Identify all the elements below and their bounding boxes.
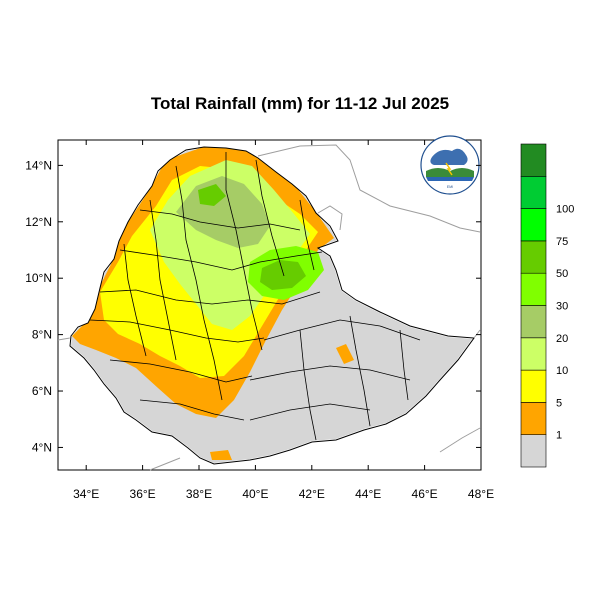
x-tick-label: 48°E xyxy=(468,487,494,501)
rain-zone-green-north xyxy=(198,184,226,206)
colorbar-bin xyxy=(520,369,547,403)
rain-zone-orange-south xyxy=(210,450,232,460)
ethiopian-meteorology-logo: EMI xyxy=(420,135,480,195)
colorbar-bin xyxy=(520,434,547,468)
x-tick-label: 40°E xyxy=(242,487,268,501)
colorbar-bin xyxy=(520,402,547,435)
rain-zone-green xyxy=(260,260,306,290)
x-tick-label: 34°E xyxy=(73,487,99,501)
map-title: Total Rainfall (mm) for 11-12 Jul 2025 xyxy=(150,94,450,113)
y-tick-label: 6°N xyxy=(32,384,52,398)
neighbor-borders xyxy=(57,144,481,471)
x-tick-label: 38°E xyxy=(186,487,212,501)
colorbar-bin xyxy=(520,208,547,242)
colorbar-label: 20 xyxy=(556,333,568,345)
colorbar-bin xyxy=(520,176,547,209)
x-axis: 34°E 36°E 38°E 40°E 42°E 44°E 46°E 48°E xyxy=(73,140,494,501)
colorbar-bin xyxy=(520,305,547,339)
colorbar-label: 100 xyxy=(556,204,574,216)
y-tick-label: 10°N xyxy=(25,271,52,285)
y-tick-label: 14°N xyxy=(25,158,52,172)
colorbar-label: 1 xyxy=(556,430,562,442)
colorbar: 1 5 10 20 30 50 75 100 xyxy=(520,143,574,468)
rainfall-field xyxy=(72,147,354,460)
y-tick-label: 4°N xyxy=(32,440,52,454)
colorbar-bin xyxy=(520,337,547,371)
x-tick-label: 44°E xyxy=(355,487,381,501)
colorbar-bin xyxy=(520,240,547,274)
colorbar-label: 10 xyxy=(556,365,568,377)
ethiopia-outline xyxy=(69,146,475,465)
colorbar-bin xyxy=(520,143,547,177)
x-tick-label: 46°E xyxy=(412,487,438,501)
region-borders xyxy=(89,152,421,441)
x-tick-label: 36°E xyxy=(130,487,156,501)
colorbar-label: 75 xyxy=(556,236,568,248)
rain-zone-orange-southeast xyxy=(336,344,354,364)
colorbar-label: 5 xyxy=(556,397,562,409)
colorbar-bin xyxy=(520,272,547,306)
x-tick-label: 42°E xyxy=(299,487,325,501)
colorbar-label: 50 xyxy=(556,268,568,280)
colorbar-label: 30 xyxy=(556,301,568,313)
y-axis: 4°N 6°N 8°N 10°N 12°N 14°N xyxy=(25,158,481,454)
svg-text:EMI: EMI xyxy=(447,185,453,189)
y-tick-label: 8°N xyxy=(32,328,52,342)
y-tick-label: 12°N xyxy=(25,215,52,229)
